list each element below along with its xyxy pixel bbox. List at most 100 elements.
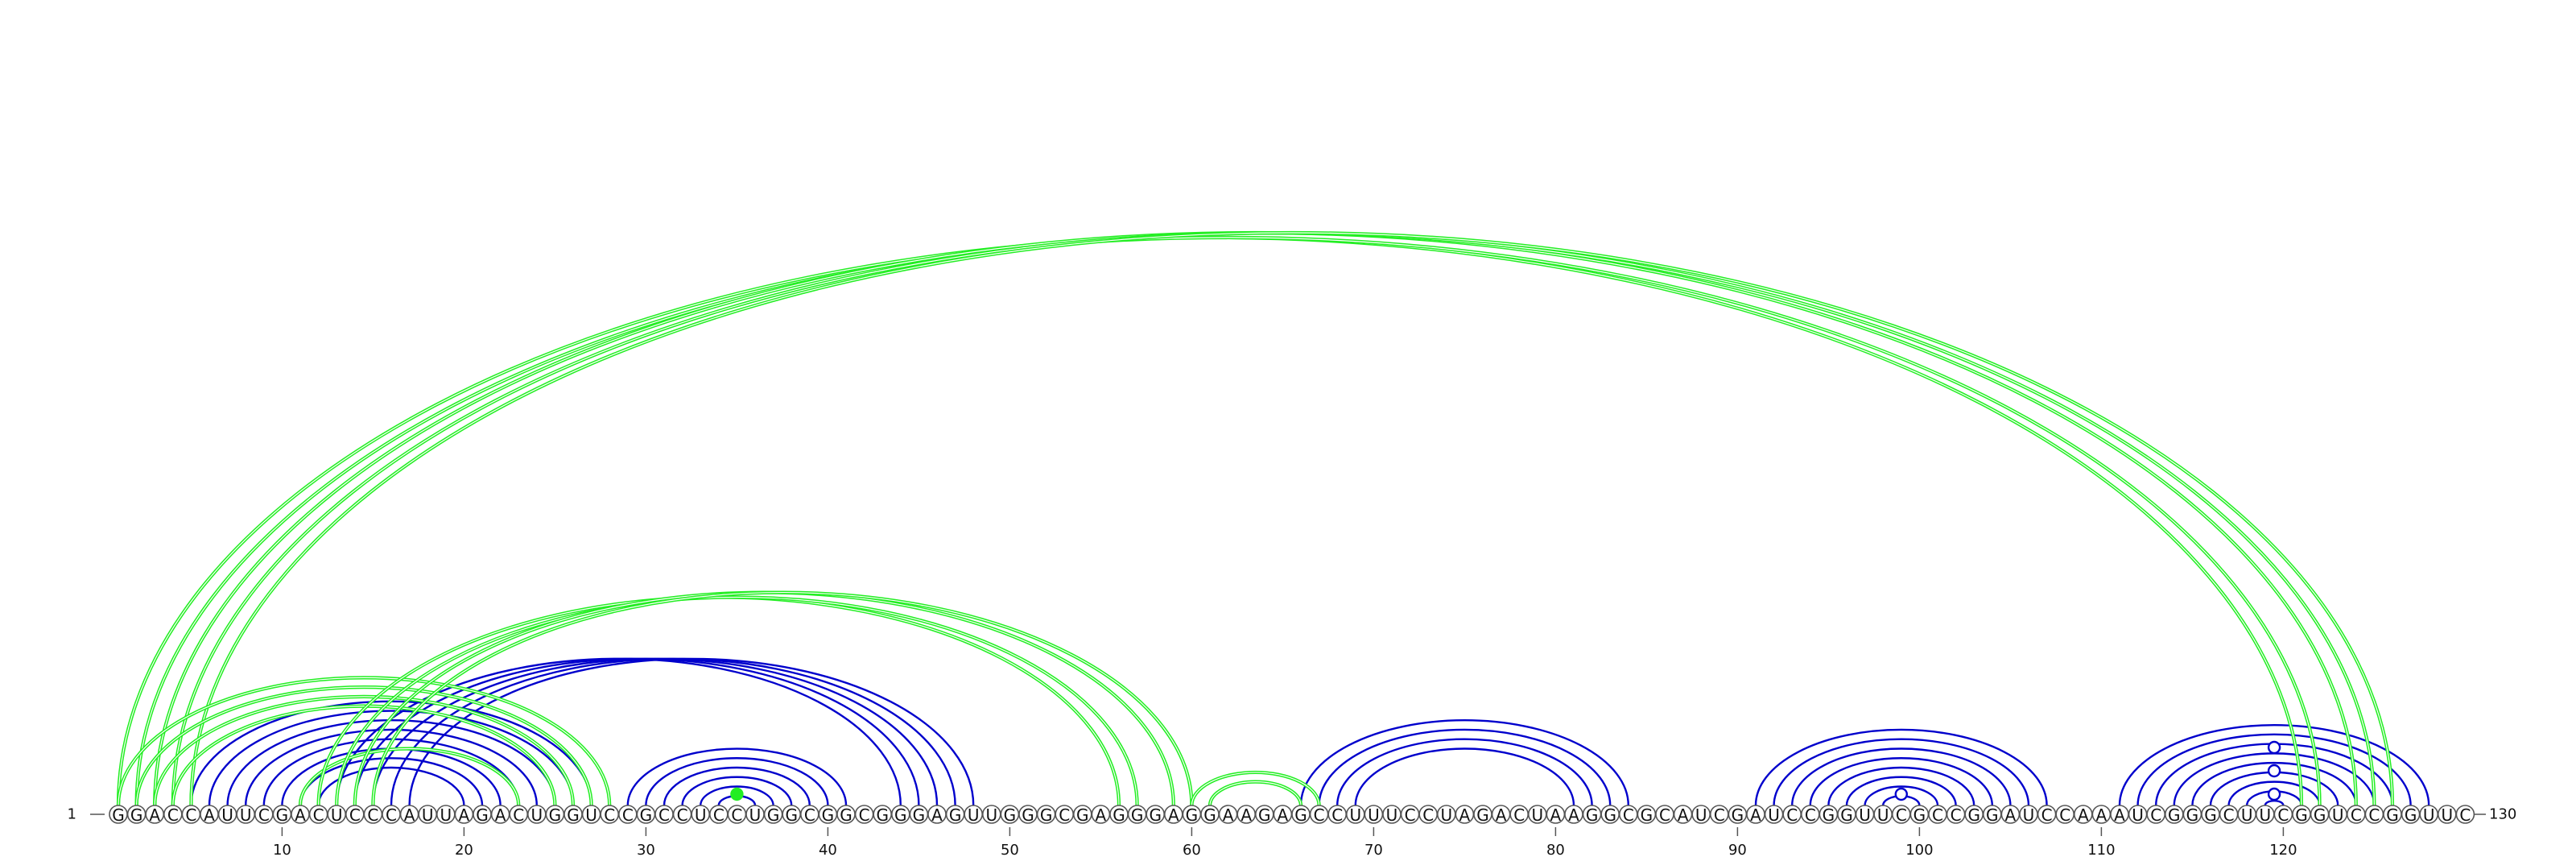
nucleotide-node: A bbox=[490, 805, 510, 825]
nucleotide-node: A bbox=[1546, 805, 1566, 825]
nucleotide-letter: G bbox=[1203, 805, 1216, 825]
arcs-layer bbox=[116, 230, 2430, 806]
nucleotide-letter: A bbox=[1678, 805, 1689, 825]
tick-label: 90 bbox=[1728, 842, 1747, 857]
nucleotide-letter: C bbox=[1951, 805, 1962, 825]
nucleotide-letter: C bbox=[349, 805, 361, 825]
nucleotide-letter: U bbox=[2023, 805, 2035, 825]
nucleotide-letter: G bbox=[130, 805, 143, 825]
nucleotide-node: C bbox=[382, 805, 401, 825]
nucleotide-node: C bbox=[2219, 805, 2239, 825]
nucleotide-node: G bbox=[1909, 805, 1930, 825]
nucleotide-letter: G bbox=[2204, 805, 2217, 825]
nucleotide-node: G bbox=[2182, 805, 2202, 825]
green-arc-inner-line bbox=[1209, 781, 1302, 806]
blue-base-pair-arc bbox=[681, 776, 793, 806]
nucleotide-node: G bbox=[909, 805, 929, 825]
position-ticks: 10 20 30 40 50 60 70 80 90 100 110 120 bbox=[273, 827, 2297, 857]
blue-base-pair-arc bbox=[1827, 766, 1975, 806]
nucleotide-node: A bbox=[2110, 805, 2129, 825]
nucleotide-letter: G bbox=[949, 805, 962, 825]
blue-base-pair-arc bbox=[1845, 776, 1957, 806]
nucleotide-letter: C bbox=[2459, 805, 2471, 825]
nucleotide-letter: C bbox=[677, 805, 688, 825]
nucleotide-letter: G bbox=[894, 805, 907, 825]
nucleotide-letter: U bbox=[749, 805, 762, 825]
nucleotide-node: G bbox=[836, 805, 856, 825]
nucleotide-letter: G bbox=[1604, 805, 1616, 825]
end-label: 130 bbox=[2489, 806, 2516, 823]
nucleotide-letter: G bbox=[1840, 805, 1853, 825]
nucleotide-letter: G bbox=[476, 805, 489, 825]
tick-label: 100 bbox=[1905, 842, 1933, 857]
nucleotide-letter: A bbox=[931, 805, 943, 825]
nucleotide-node: C bbox=[1309, 805, 1329, 825]
tick-label: 50 bbox=[1001, 842, 1019, 857]
green-arc-inner-line bbox=[118, 677, 610, 806]
nucleotide-node: G bbox=[1837, 805, 1856, 825]
nucleotide-node: U bbox=[418, 805, 438, 825]
nucleotide-node: A bbox=[1746, 805, 1765, 825]
nucleotide-node: C bbox=[1619, 805, 1638, 825]
nucleotide-letter: C bbox=[1623, 805, 1634, 825]
loop-marker bbox=[730, 787, 744, 801]
nucleotide-node: C bbox=[1928, 805, 1947, 825]
nucleotide-letter: A bbox=[1241, 805, 1252, 825]
nucleotide-node: G bbox=[1000, 805, 1020, 825]
nucleotide-letter: C bbox=[2277, 805, 2289, 825]
nucleotide-node: G bbox=[109, 805, 128, 825]
nucleotide-node: C bbox=[1655, 805, 1674, 825]
nucleotide-letter: C bbox=[2041, 805, 2053, 825]
nucleotide-letter: G bbox=[549, 805, 562, 825]
nucleotide-letter: G bbox=[1076, 805, 1089, 825]
loop-marker bbox=[2267, 787, 2281, 801]
nucleotide-node: G bbox=[545, 805, 565, 825]
nucleotide-letter: G bbox=[1294, 805, 1307, 825]
nucleotide-letter: G bbox=[112, 805, 125, 825]
blue-base-pair-arc bbox=[262, 738, 520, 806]
nucleotide-node: A bbox=[200, 805, 219, 825]
nucleotide-node: C bbox=[2273, 805, 2293, 825]
nucleotide-node: C bbox=[854, 805, 874, 825]
nucleotide-node: G bbox=[1291, 805, 1311, 825]
tick-label: 120 bbox=[2269, 842, 2297, 857]
nucleotide-letter: U bbox=[2423, 805, 2435, 825]
nucleotide-node: U bbox=[1764, 805, 1784, 825]
nucleotide-letter: A bbox=[1568, 805, 1579, 825]
nucleotide-node: C bbox=[799, 805, 819, 825]
nucleotide-letter: C bbox=[1422, 805, 1434, 825]
nucleotide-node: A bbox=[1455, 805, 1475, 825]
nucleotide-letter: G bbox=[567, 805, 580, 825]
nucleotide-node: A bbox=[2000, 805, 2021, 825]
nucleotide-letter: G bbox=[1986, 805, 1999, 825]
nucleotide-node: U bbox=[691, 805, 711, 825]
nucleotide-letter: A bbox=[1750, 805, 1761, 825]
nucleotide-node: C bbox=[308, 805, 328, 825]
nucleotide-letter: G bbox=[2295, 805, 2308, 825]
nucleotide-node: U bbox=[217, 805, 237, 825]
tick-label: 10 bbox=[273, 842, 291, 857]
nucleotide-node: G bbox=[1073, 805, 1092, 825]
nucleotide-letter: G bbox=[276, 805, 289, 825]
nucleotide-node: U bbox=[2019, 805, 2038, 825]
nucleotide-letter: G bbox=[1004, 805, 1017, 825]
nucleotide-node: G bbox=[272, 805, 292, 825]
nucleotide-letter: U bbox=[1695, 805, 1707, 825]
nucleotide-node: A bbox=[927, 805, 947, 825]
nucleotide-letter: G bbox=[1113, 805, 1125, 825]
nucleotide-node: G bbox=[1818, 805, 1839, 825]
nucleotide-node: A bbox=[145, 805, 164, 825]
nucleotide-node: G bbox=[2383, 805, 2402, 825]
nucleotide-node: G bbox=[2401, 805, 2421, 825]
nucleotide-letter: U bbox=[2132, 805, 2144, 825]
green-base-pair-arc bbox=[116, 235, 2304, 806]
nucleotide-letter: G bbox=[1040, 805, 1053, 825]
nucleotide-letter: U bbox=[1349, 805, 1361, 825]
nucleotide-node: U bbox=[236, 805, 256, 825]
nucleotide-node: A bbox=[1164, 805, 1183, 825]
nucleotide-letter: C bbox=[1405, 805, 1416, 825]
nucleotide-node: C bbox=[1946, 805, 1966, 825]
nucleotide-node: C bbox=[672, 805, 692, 825]
nucleotide-letter: A bbox=[1278, 805, 1289, 825]
green-arc-inner-line bbox=[336, 596, 1138, 806]
